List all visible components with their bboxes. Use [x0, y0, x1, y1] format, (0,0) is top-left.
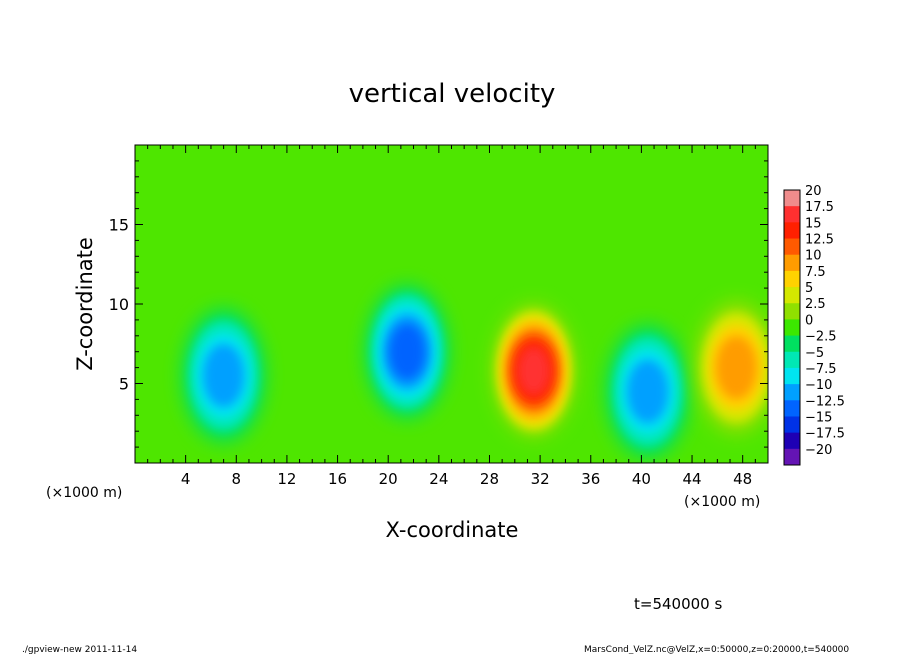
colorbar-swatch: [784, 351, 800, 369]
colorbar-label: −5: [805, 346, 824, 361]
colorbar-label: −10: [805, 378, 832, 393]
colorbar-swatch: [784, 287, 800, 304]
x-tick-label: 48: [733, 470, 752, 488]
colorbar-label: −12.5: [805, 394, 845, 409]
colorbar-label: 10: [805, 249, 822, 264]
colorbar-swatch: [784, 448, 800, 466]
colorbar-label: 17.5: [805, 200, 834, 215]
y-tick-label: 5: [119, 375, 129, 394]
x-tick-label: 16: [328, 470, 347, 488]
colorbar-label: −2.5: [805, 330, 837, 345]
colorbar-label: 0: [805, 313, 813, 328]
x-tick-label: 44: [682, 470, 701, 488]
chart-title: vertical velocity: [349, 79, 556, 109]
colorbar-frame: [783, 189, 801, 466]
colorbar-swatch: [784, 238, 800, 256]
x-axis-label: X-coordinate: [386, 518, 519, 542]
x-tick-label: 8: [232, 470, 242, 488]
colorbar-label: −20: [805, 443, 832, 458]
x-axis-ticks: 4 8 12 16 20 24 28 32 36 40 44 48: [147, 145, 756, 488]
y-axis-label: Z-coordinate: [73, 237, 97, 371]
colorbar-swatch: [784, 384, 800, 401]
velocity-cell-2: [365, 284, 449, 419]
velocity-cell-5: [694, 300, 768, 435]
x-tick-label: 36: [581, 470, 600, 488]
x-tick-label: 20: [379, 470, 398, 488]
colorbar-swatch: [784, 335, 800, 353]
colorbar-label: 20: [805, 184, 822, 199]
time-label: t=540000 s: [634, 595, 722, 613]
colorbar-swatch: [784, 206, 800, 223]
colorbar-swatch: [784, 416, 800, 434]
x-tick-label: 24: [429, 470, 448, 488]
x-unit-label-right: (×1000 m): [684, 494, 760, 510]
velocity-cell-1: [181, 308, 266, 443]
colorbar-label: 12.5: [805, 233, 834, 248]
x-tick-label: 32: [531, 470, 550, 488]
colorbar-label: −7.5: [805, 362, 837, 377]
colorbar-label: 7.5: [805, 265, 826, 280]
colorbar-label: 5: [805, 281, 813, 296]
colorbar-swatch: [784, 367, 800, 385]
y-tick-label: 15: [109, 216, 129, 235]
velocity-cell-4: [605, 324, 690, 459]
colorbar-label: 2.5: [805, 297, 826, 312]
x-tick-label: 40: [632, 470, 651, 488]
colorbar-swatch: [784, 303, 800, 320]
colorbar-swatch: [784, 319, 800, 337]
velocity-field: [181, 284, 768, 459]
colorbar-label: −17.5: [805, 427, 845, 442]
x-tick-label: 28: [480, 470, 499, 488]
y-tick-label: 10: [109, 295, 129, 314]
velocity-cell-3: [492, 304, 576, 438]
colorbar-swatch: [784, 254, 800, 272]
colorbar-swatch: [784, 222, 800, 240]
colorbar-swatch: [784, 190, 800, 207]
colorbar-swatch: [784, 432, 800, 450]
footer-right: MarsCond_VelZ.nc@VelZ,x=0:50000,z=0:2000…: [584, 645, 849, 654]
x-unit-label-left: (×1000 m): [46, 485, 122, 501]
colorbar-swatch: [784, 270, 800, 288]
footer-left: ./gpview-new 2011-11-14: [22, 645, 137, 654]
colorbar-swatch: [784, 400, 800, 417]
y-axis-ticks: 5 10 15: [109, 160, 768, 448]
x-tick-label: 4: [181, 470, 191, 488]
colorbar-label: −15: [805, 410, 832, 425]
colorbar-label: 15: [805, 216, 822, 231]
x-tick-label: 12: [277, 470, 296, 488]
